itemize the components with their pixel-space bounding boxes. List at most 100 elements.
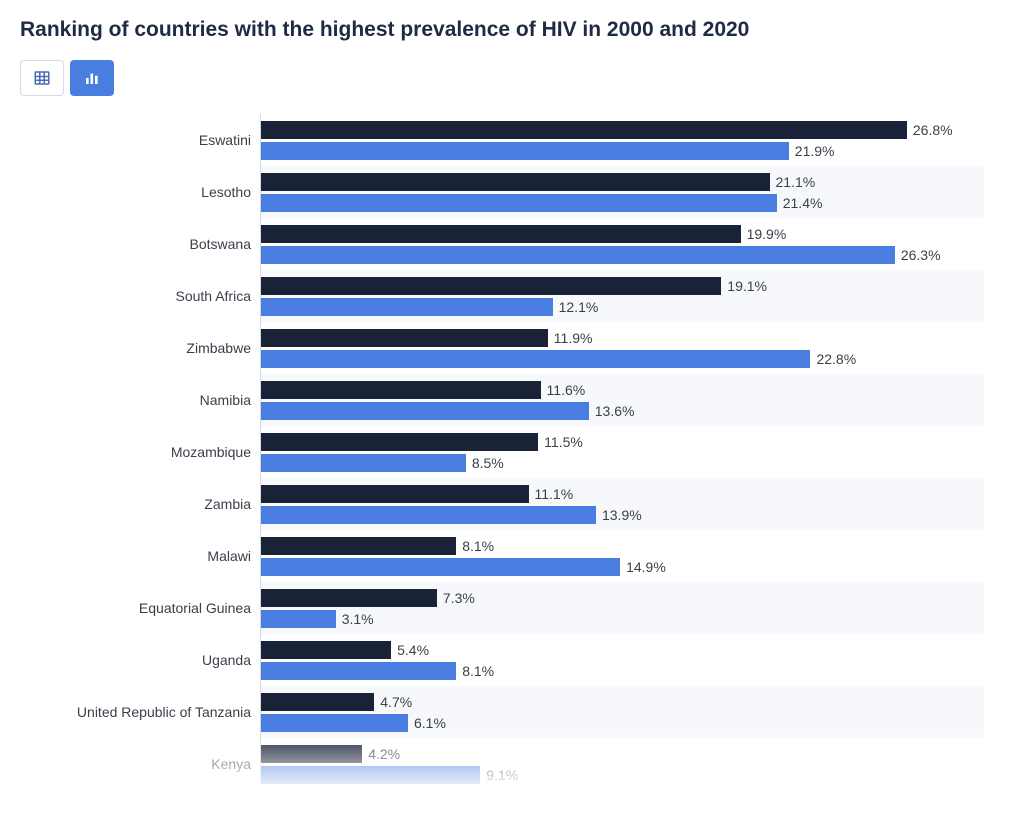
bar-value-label: 4.2% — [362, 746, 400, 762]
bar-value-label: 14.9% — [620, 559, 666, 575]
category-label: Uganda — [202, 652, 261, 668]
bar-value-label: 11.1% — [529, 486, 574, 502]
chart-row: Namibia11.6%13.6% — [261, 374, 984, 426]
bar-value-label: 13.9% — [596, 507, 642, 523]
chart-row: Zambia11.1%13.9% — [261, 478, 984, 530]
bar: 8.1% — [261, 662, 456, 680]
bar-wrap: 21.1% — [261, 173, 984, 191]
chart-row: Eswatini26.8%21.9% — [261, 114, 984, 166]
bar: 13.6% — [261, 402, 589, 420]
bar-value-label: 3.1% — [336, 611, 374, 627]
bar-wrap: 22.8% — [261, 350, 984, 368]
chart-row: Zimbabwe11.9%22.8% — [261, 322, 984, 374]
bar-wrap: 13.9% — [261, 506, 984, 524]
bar-wrap: 4.2% — [261, 745, 984, 763]
bar-value-label: 4.7% — [374, 694, 412, 710]
bar-value-label: 6.1% — [408, 715, 446, 731]
bar: 8.5% — [261, 454, 466, 472]
bar: 12.1% — [261, 298, 553, 316]
bar-value-label: 21.9% — [789, 143, 835, 159]
table-icon — [33, 69, 51, 87]
bar: 3.1% — [261, 610, 336, 628]
chart-row: Equatorial Guinea7.3%3.1% — [261, 582, 984, 634]
chart-row: Kenya4.2%9.1% — [261, 738, 984, 790]
bar: 6.1% — [261, 714, 408, 732]
bar-wrap: 14.9% — [261, 558, 984, 576]
bar-wrap: 19.1% — [261, 277, 984, 295]
category-label: Botswana — [190, 236, 261, 252]
bar-value-label: 8.5% — [466, 455, 504, 471]
bar: 7.3% — [261, 589, 437, 607]
bar-chart-icon — [83, 69, 101, 87]
chart-row: United Republic of Tanzania4.7%6.1% — [261, 686, 984, 738]
category-label: South Africa — [176, 288, 262, 304]
bar-value-label: 12.1% — [553, 299, 599, 315]
bar-value-label: 26.8% — [907, 122, 953, 138]
bar-value-label: 13.6% — [589, 403, 635, 419]
bar: 14.9% — [261, 558, 620, 576]
bar: 11.6% — [261, 381, 541, 399]
bar-wrap: 11.6% — [261, 381, 984, 399]
bar: 11.1% — [261, 485, 529, 503]
bar: 8.1% — [261, 537, 456, 555]
chart-container: Eswatini26.8%21.9%Lesotho21.1%21.4%Botsw… — [20, 114, 1004, 790]
bar: 21.1% — [261, 173, 770, 191]
bar-wrap: 8.5% — [261, 454, 984, 472]
bar-value-label: 26.3% — [895, 247, 941, 263]
bar-value-label: 21.1% — [770, 174, 816, 190]
bar-value-label: 9.1% — [480, 767, 518, 783]
view-toolbar — [20, 60, 1004, 96]
bar-wrap: 21.4% — [261, 194, 984, 212]
chart-row: Uganda5.4%8.1% — [261, 634, 984, 686]
bar-wrap: 6.1% — [261, 714, 984, 732]
bar: 11.9% — [261, 329, 548, 347]
bar: 21.4% — [261, 194, 777, 212]
bar-wrap: 7.3% — [261, 589, 984, 607]
category-label: Namibia — [200, 392, 261, 408]
bar: 22.8% — [261, 350, 810, 368]
chart-row: Mozambique11.5%8.5% — [261, 426, 984, 478]
bar-wrap: 11.1% — [261, 485, 984, 503]
category-label: Zambia — [204, 496, 261, 512]
chart-row: Malawi8.1%14.9% — [261, 530, 984, 582]
bar-value-label: 8.1% — [456, 538, 494, 554]
bar: 19.1% — [261, 277, 721, 295]
bar-value-label: 21.4% — [777, 195, 823, 211]
bar-wrap: 8.1% — [261, 537, 984, 555]
page-title: Ranking of countries with the highest pr… — [20, 18, 1004, 42]
bar: 4.2% — [261, 745, 362, 763]
bar: 11.5% — [261, 433, 538, 451]
bar-wrap: 3.1% — [261, 610, 984, 628]
bar: 13.9% — [261, 506, 596, 524]
category-label: Equatorial Guinea — [139, 600, 261, 616]
chart-row: Botswana19.9%26.3% — [261, 218, 984, 270]
bar-wrap: 4.7% — [261, 693, 984, 711]
chart-view-button[interactable] — [70, 60, 114, 96]
bar-value-label: 11.6% — [541, 382, 586, 398]
plot-area: Eswatini26.8%21.9%Lesotho21.1%21.4%Botsw… — [260, 114, 984, 790]
category-label: Mozambique — [171, 444, 261, 460]
chart-row: Lesotho21.1%21.4% — [261, 166, 984, 218]
bar: 26.8% — [261, 121, 907, 139]
bar: 19.9% — [261, 225, 741, 243]
bar: 4.7% — [261, 693, 374, 711]
chart-row: South Africa19.1%12.1% — [261, 270, 984, 322]
category-label: Lesotho — [201, 184, 261, 200]
category-label: Kenya — [211, 756, 261, 772]
bar: 9.1% — [261, 766, 480, 784]
category-label: Eswatini — [199, 132, 261, 148]
category-label: Malawi — [207, 548, 261, 564]
bar-wrap: 9.1% — [261, 766, 984, 784]
bar-value-label: 22.8% — [810, 351, 856, 367]
bar-wrap: 26.3% — [261, 246, 984, 264]
bar-value-label: 5.4% — [391, 642, 429, 658]
category-label: United Republic of Tanzania — [77, 704, 261, 720]
bar-value-label: 11.5% — [538, 434, 583, 450]
bar: 5.4% — [261, 641, 391, 659]
bar-value-label: 7.3% — [437, 590, 475, 606]
bar-wrap: 12.1% — [261, 298, 984, 316]
table-view-button[interactable] — [20, 60, 64, 96]
bar-wrap: 19.9% — [261, 225, 984, 243]
bar-value-label: 19.1% — [721, 278, 767, 294]
bar-wrap: 26.8% — [261, 121, 984, 139]
